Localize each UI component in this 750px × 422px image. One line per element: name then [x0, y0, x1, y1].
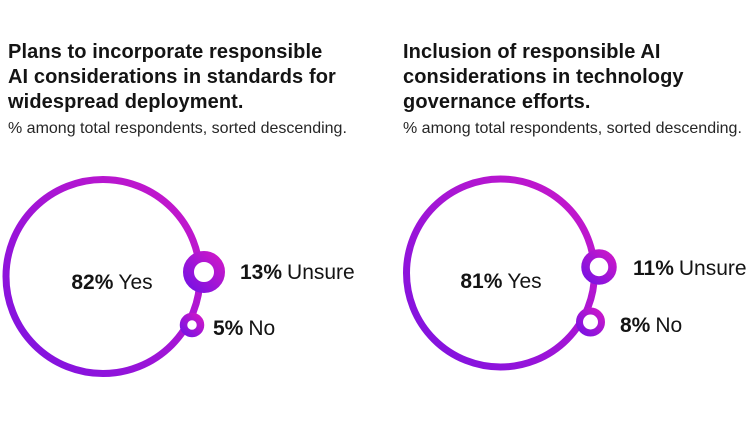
title-line: widespread deployment.	[8, 91, 244, 113]
bubble-chart	[403, 175, 617, 371]
no-value: 8%	[620, 314, 651, 337]
chart-panel-governance-efforts: Inclusion of responsible AI consideratio…	[375, 0, 750, 422]
yes-label: 82% Yes	[71, 271, 152, 295]
title-line: considerations in technology	[403, 66, 684, 88]
yes-value: 82%	[71, 271, 114, 294]
no-value: 5%	[213, 317, 244, 340]
yes-category: Yes	[507, 270, 542, 293]
yes-value: 81%	[460, 270, 503, 293]
unsure-bubble	[183, 251, 225, 293]
unsure-bubble	[581, 249, 617, 285]
unsure-label: 11% Unsure	[633, 257, 747, 281]
unsure-label: 13% Unsure	[240, 261, 355, 285]
chart-subtitle: % among total respondents, sorted descen…	[403, 120, 742, 137]
no-category: No	[248, 317, 276, 340]
unsure-value: 13%	[240, 261, 283, 284]
chart-title: Inclusion of responsible AI consideratio…	[403, 40, 743, 115]
no-category: No	[655, 314, 683, 337]
title-line: governance efforts.	[403, 91, 591, 113]
yes-category: Yes	[118, 271, 153, 294]
no-bubble	[179, 312, 205, 338]
no-label: 8% No	[620, 314, 682, 338]
bubble-chart	[2, 176, 225, 377]
yes-label: 81% Yes	[460, 270, 541, 294]
chart-panel-standards-deployment: Plans to incorporate responsible AI cons…	[2, 40, 355, 377]
unsure-category: Unsure	[678, 257, 747, 280]
title-line: Inclusion of responsible AI	[403, 41, 661, 63]
chart-title: Plans to incorporate responsible AI cons…	[8, 40, 348, 115]
no-label: 5% No	[213, 317, 275, 341]
unsure-value: 11%	[633, 257, 674, 280]
title-line: Plans to incorporate responsible	[8, 41, 323, 63]
chart-subtitle: % among total respondents, sorted descen…	[8, 120, 347, 137]
title-line: AI considerations in standards for	[8, 66, 336, 88]
no-bubble	[576, 307, 605, 337]
unsure-category: Unsure	[287, 261, 355, 284]
